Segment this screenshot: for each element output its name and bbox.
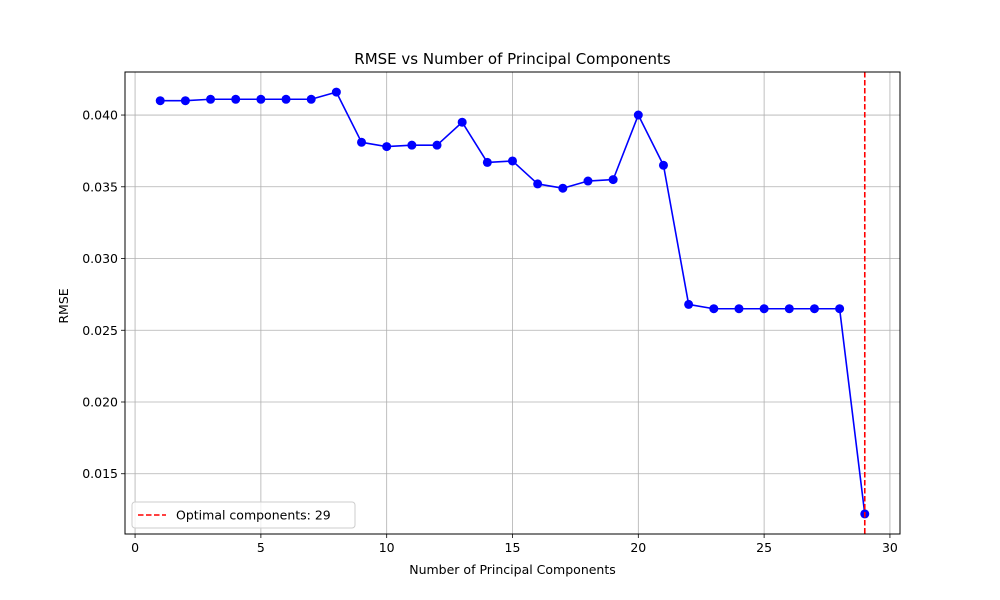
data-point: [457, 117, 467, 127]
data-point: [407, 140, 417, 150]
y-tick-label: 0.025: [82, 323, 118, 338]
data-point: [784, 304, 794, 314]
data-point: [658, 160, 668, 170]
data-point: [633, 110, 643, 120]
x-tick-label: 5: [257, 540, 265, 555]
data-point: [583, 176, 593, 186]
data-point: [533, 179, 543, 189]
legend-entry-label: Optimal components: 29: [176, 508, 331, 523]
data-point: [608, 175, 618, 185]
data-point: [759, 304, 769, 314]
data-point: [835, 304, 845, 314]
data-point: [382, 142, 392, 152]
data-point: [734, 304, 744, 314]
data-point: [432, 140, 442, 150]
data-point: [206, 94, 216, 104]
legend: Optimal components: 29: [131, 501, 356, 529]
x-tick-label: 30: [882, 540, 898, 555]
data-point: [331, 87, 341, 97]
y-tick-label: 0.030: [82, 251, 118, 266]
x-tick-label: 15: [505, 540, 521, 555]
chart-title: RMSE vs Number of Principal Components: [354, 50, 671, 68]
legend-box: [131, 501, 356, 529]
data-point: [357, 137, 367, 147]
data-point: [231, 94, 241, 104]
y-tick-label: 0.020: [82, 395, 118, 410]
data-series: [155, 72, 870, 534]
x-axis-label: Number of Principal Components: [409, 562, 616, 577]
x-tick-label: 25: [756, 540, 772, 555]
data-point: [508, 156, 517, 166]
axis-ticks: 0 5 10 15 20 25 30 0.015 0.020 0.025 0.030 0.035 0.0…: [82, 108, 898, 555]
y-tick-label: 0.015: [82, 466, 118, 481]
x-tick-label: 20: [630, 540, 646, 555]
y-tick-label: 0.035: [82, 179, 118, 194]
data-point: [709, 304, 719, 314]
x-tick-label: 10: [379, 540, 395, 555]
data-point: [180, 96, 190, 106]
data-point: [306, 94, 316, 104]
data-point: [155, 96, 165, 106]
data-point: [809, 304, 819, 314]
data-point: [256, 94, 266, 104]
y-axis-label: RMSE: [56, 288, 71, 323]
x-tick-label: 0: [131, 540, 139, 555]
data-point: [482, 157, 492, 167]
data-point: [281, 94, 291, 104]
data-point: [558, 183, 568, 193]
data-point: [684, 299, 694, 309]
y-tick-label: 0.040: [82, 108, 118, 123]
